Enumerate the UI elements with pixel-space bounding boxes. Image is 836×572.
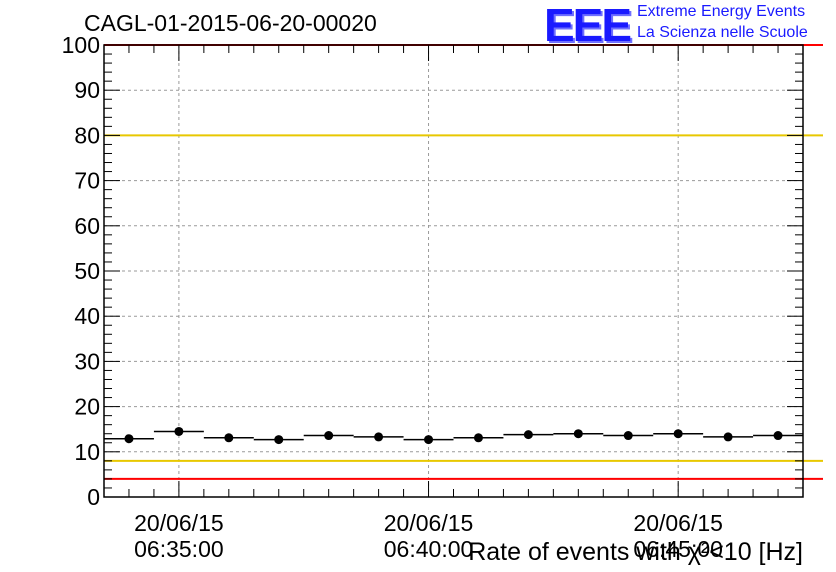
- x-tick-label: 20/06/15 06:35:00: [134, 510, 224, 562]
- data-point: [324, 431, 334, 441]
- data-point: [124, 434, 134, 444]
- data-point: [424, 435, 434, 445]
- data-point: [523, 430, 533, 440]
- y-tick-label: 80: [74, 122, 100, 148]
- run-title: CAGL-01-2015-06-20-00020: [84, 10, 377, 36]
- y-tick-label: 20: [74, 394, 100, 420]
- x-axis-label: Rate of events with χ²<10 [Hz]: [468, 538, 803, 566]
- grid-lines: [104, 45, 803, 497]
- y-tick-label: 40: [74, 303, 100, 329]
- x-tick-labels: 20/06/15 06:35:00 20/06/15 06:40:00 20/06/15…: [134, 510, 723, 562]
- data-point: [224, 433, 234, 443]
- y-tick-label: 100: [62, 32, 100, 58]
- y-tick-label: 60: [74, 213, 100, 239]
- y-tick-label: 70: [74, 168, 100, 194]
- data-point: [274, 435, 284, 445]
- y-tick-label: 90: [74, 77, 100, 103]
- data-point: [623, 431, 633, 441]
- logo-caption-line1: Extreme Energy Events: [637, 3, 806, 20]
- data-point: [773, 431, 783, 441]
- y-tick-label: 30: [74, 348, 100, 374]
- y-tick-label: 10: [74, 439, 100, 465]
- data-point: [673, 429, 683, 439]
- x-tick-label: 20/06/15 06:40:00: [384, 510, 474, 562]
- data-point: [174, 426, 184, 436]
- y-tick-label: 50: [74, 258, 100, 284]
- eee-logo: EEE: [544, 0, 632, 51]
- logo-caption-line2: La Scienza nelle Scuole: [637, 24, 808, 41]
- data-point: [374, 432, 384, 442]
- data-points: [104, 426, 803, 445]
- y-tick-label: 0: [87, 484, 100, 510]
- x-tick-label: 20/06/15 06:45:00: [633, 510, 723, 562]
- y-tick-labels: 0 10 20 30 40 50 60 70 80 90 100: [62, 32, 100, 510]
- data-point: [723, 432, 733, 442]
- data-point: [473, 433, 483, 443]
- reference-lines: [104, 44, 823, 480]
- axis-ticks: [104, 44, 804, 498]
- data-point: [573, 429, 583, 439]
